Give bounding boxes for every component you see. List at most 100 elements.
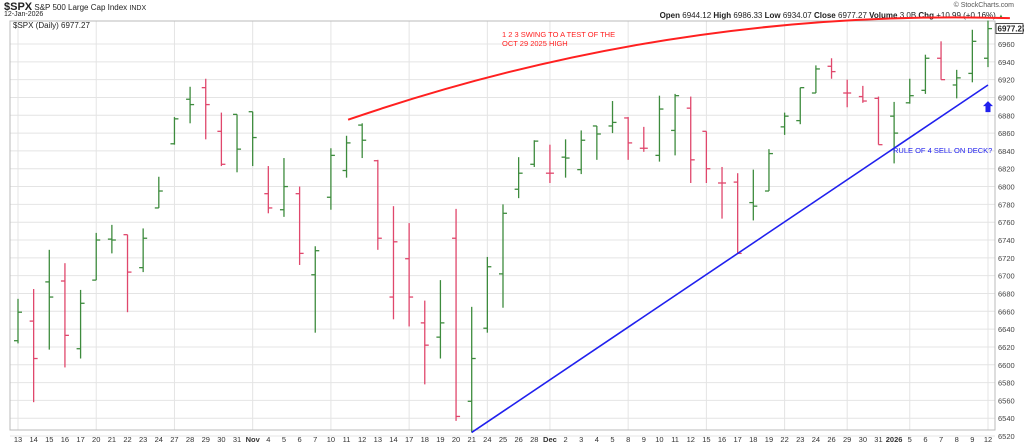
plot-frame	[9, 20, 996, 431]
x-tick-label: 7	[313, 435, 317, 444]
x-tick-label: 26	[827, 435, 835, 444]
volume-value: 3.0B	[899, 11, 917, 20]
x-tick-label: 8	[955, 435, 959, 444]
red-trend-curve	[347, 16, 1010, 121]
low-label: Low	[764, 11, 781, 20]
x-tick-label: 28	[186, 435, 194, 444]
annotation-red-text-2: OCT 29 2025 HIGH	[502, 39, 568, 48]
x-tick-label: 19	[436, 435, 444, 444]
x-tick-label: 23	[139, 435, 147, 444]
x-tick-label: 15	[702, 435, 710, 444]
x-tick-label: 14	[389, 435, 397, 444]
y-tick-label: 6920	[998, 76, 1015, 85]
index-name: S&P 500 Large Cap Index	[34, 3, 128, 12]
x-tick-label: 20	[452, 435, 460, 444]
annotation-blue-text: RULE OF 4 SELL ON DECK?	[893, 146, 992, 155]
x-tick-label: 4	[595, 435, 599, 444]
last-price-box	[995, 23, 1024, 35]
x-tick-label: 18	[749, 435, 757, 444]
x-tick-label: 25	[499, 435, 507, 444]
chart-date: 12-Jan-2026	[4, 11, 44, 18]
x-tick-label: 31	[874, 435, 882, 444]
low-value: 6934.07	[782, 11, 812, 20]
x-axis: 13 14 15 16 17 20 21 22 23 24 27 28 29 30 31 Nov 4 5 6 7 10 1…	[14, 435, 992, 444]
close-label: Close	[813, 11, 836, 20]
x-tick-label: 12	[687, 435, 695, 444]
x-tick-label: 5	[908, 435, 912, 444]
y-tick-label: 6960	[998, 40, 1015, 49]
x-tick-label: Nov	[246, 435, 261, 444]
symbol: $SPX	[4, 1, 33, 13]
y-tick-label: 6640	[998, 325, 1015, 334]
x-tick-label: 2	[563, 435, 567, 444]
x-tick-label: 12	[984, 435, 992, 444]
y-tick-label: 6620	[998, 343, 1015, 352]
x-tick-label: 9	[642, 435, 646, 444]
y-tick-label: 6820	[998, 165, 1015, 174]
open-label: Open	[659, 11, 681, 20]
y-tick-label: 6800	[998, 183, 1015, 192]
x-tick-label: 17	[733, 435, 741, 444]
y-tick-label: 6840	[998, 147, 1015, 156]
x-tick-label: 26	[514, 435, 522, 444]
open-value: 6944.12	[682, 11, 712, 20]
high-label: High	[713, 11, 732, 20]
x-tick-label: 17	[76, 435, 84, 444]
chart-header-title: $SPX S&P 500 Large Cap Index INDX	[4, 1, 146, 13]
x-tick-label: 10	[655, 435, 663, 444]
x-tick-label: 6	[298, 435, 302, 444]
x-tick-label: 2026	[886, 435, 903, 444]
arrow-up-icon	[982, 101, 993, 113]
y-tick-label: 6940	[998, 58, 1015, 67]
ohlc-readout: Open 6944.12 High 6986.33 Low 6934.07 Cl…	[660, 11, 1004, 20]
x-tick-label: 21	[468, 435, 476, 444]
chg-label: Chg	[918, 11, 934, 20]
high-value: 6986.33	[733, 11, 763, 20]
annotations	[347, 16, 1010, 434]
x-tick-label: 5	[282, 435, 286, 444]
y-tick-label: 6740	[998, 236, 1015, 245]
x-tick-label: 29	[843, 435, 851, 444]
y-tick-label: 6600	[998, 361, 1015, 370]
x-tick-label: 20	[92, 435, 100, 444]
x-tick-label: Dec	[543, 435, 557, 444]
x-tick-label: 24	[483, 435, 491, 444]
y-tick-label: 6900	[998, 93, 1015, 102]
x-tick-label: 13	[374, 435, 382, 444]
x-tick-label: 14	[29, 435, 37, 444]
x-tick-label: 24	[812, 435, 820, 444]
y-tick-label: 6880	[998, 111, 1015, 120]
y-tick-label: 6560	[998, 396, 1015, 405]
y-tick-label: 6760	[998, 218, 1015, 227]
x-tick-label: 6	[923, 435, 927, 444]
x-tick-label: 21	[108, 435, 116, 444]
blue-trend-line	[471, 84, 989, 434]
x-tick-label: 11	[343, 435, 351, 444]
watermark: © StockCharts.com	[953, 2, 1014, 9]
y-tick-label: 6680	[998, 289, 1015, 298]
x-tick-label: 22	[780, 435, 788, 444]
x-tick-label: 29	[202, 435, 210, 444]
x-tick-label: 23	[796, 435, 804, 444]
x-tick-label: 7	[939, 435, 943, 444]
chg-value: +10.99 (+0.16%)	[936, 11, 996, 20]
x-tick-label: 5	[610, 435, 614, 444]
x-tick-label: 15	[45, 435, 53, 444]
y-tick-label: 6700	[998, 272, 1015, 281]
x-tick-label: 8	[626, 435, 630, 444]
chart-legend: $SPX (Daily) 6977.27	[13, 21, 90, 30]
exchange: INDX	[129, 5, 147, 12]
y-tick-label: 6580	[998, 379, 1015, 388]
y-tick-label: 6780	[998, 200, 1015, 209]
x-tick-label: 16	[718, 435, 726, 444]
y-tick-label: 6660	[998, 307, 1015, 316]
x-tick-label: 18	[421, 435, 429, 444]
x-tick-label: 9	[970, 435, 974, 444]
x-tick-label: 30	[859, 435, 867, 444]
y-tick-label: 6720	[998, 254, 1015, 263]
y-tick-label: 6520	[998, 432, 1015, 441]
last-price-label: 6977.27	[998, 25, 1024, 34]
x-tick-label: 10	[327, 435, 335, 444]
annotation-red-text-1: 1 2 3 SWING TO A TEST OF THE	[502, 30, 615, 39]
